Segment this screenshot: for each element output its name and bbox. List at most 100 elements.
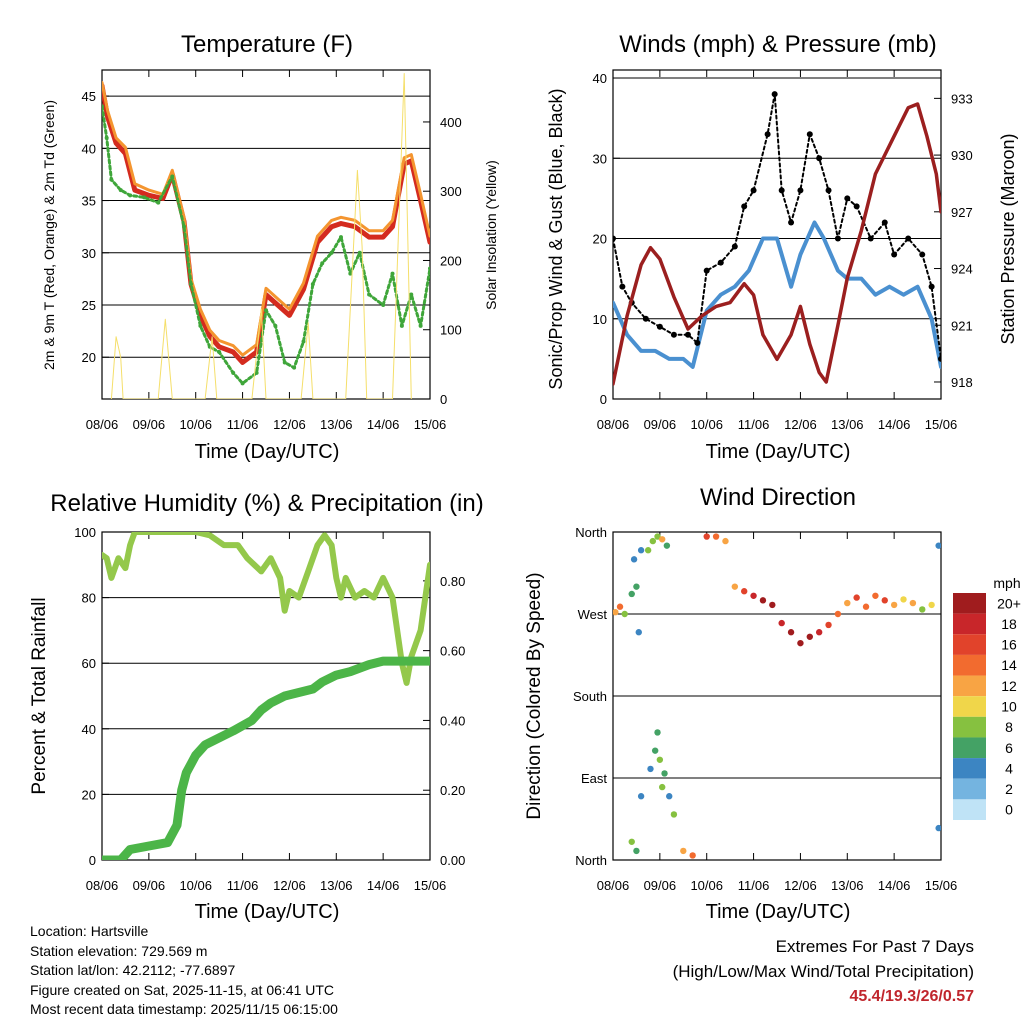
direction-series-group bbox=[613, 533, 941, 859]
direction-xtick-label: 14/06 bbox=[878, 878, 911, 893]
wind-direction-point bbox=[787, 629, 795, 636]
wind-direction-point bbox=[928, 601, 935, 609]
wind-direction-point bbox=[637, 793, 645, 800]
relative-humidity-line bbox=[102, 532, 430, 686]
wind-direction-point bbox=[834, 610, 842, 618]
wind-direction-point bbox=[844, 599, 851, 607]
colorbar-swatch bbox=[953, 716, 986, 738]
station-pressure-line bbox=[613, 102, 941, 386]
humidity-xtick-label: 14/06 bbox=[367, 878, 400, 893]
wind-direction-point bbox=[621, 610, 628, 618]
humidity-ytick-label: 40 bbox=[82, 722, 96, 737]
2m-td-point bbox=[338, 235, 343, 240]
temperature-y2tick-label: 400 bbox=[440, 115, 462, 130]
gust-point bbox=[867, 235, 874, 242]
2m-td-point bbox=[198, 323, 203, 328]
2m-td-point bbox=[189, 282, 194, 287]
wind-direction-point bbox=[825, 621, 832, 629]
direction-xlabel: Time (Day/UTC) bbox=[706, 901, 851, 923]
2m-td-point bbox=[254, 370, 259, 375]
extremes-title: Extremes For Past 7 Days bbox=[775, 937, 974, 956]
winds-xtick-label: 12/06 bbox=[784, 417, 817, 432]
gust-point bbox=[741, 203, 748, 210]
wind-direction-point bbox=[628, 590, 635, 598]
colorbar-label: 12 bbox=[1001, 678, 1017, 694]
extremes-subtitle: (High/Low/Max Wind/Total Precipitation) bbox=[672, 962, 974, 981]
2m-td-point bbox=[240, 381, 245, 386]
winds-series-group bbox=[613, 91, 941, 386]
wind-direction-point bbox=[659, 536, 666, 543]
2m-td-point bbox=[128, 193, 133, 198]
2m-td-point bbox=[367, 292, 372, 297]
colorbar-label: 18 bbox=[1001, 616, 1017, 632]
extremes-values: 45.4/19.3/26/0.57 bbox=[849, 988, 974, 1005]
gust-point bbox=[806, 131, 813, 138]
winds-y2tick-label: 927 bbox=[951, 205, 973, 220]
2m-td-point bbox=[329, 250, 334, 255]
wind-direction-point bbox=[628, 838, 635, 845]
gust-point bbox=[771, 91, 778, 98]
gust-point bbox=[731, 243, 738, 250]
colorbar-label: 20+ bbox=[997, 595, 1021, 611]
wind-direction-point bbox=[656, 756, 664, 763]
wind-direction-point bbox=[778, 619, 785, 627]
wind-direction-point bbox=[741, 588, 748, 595]
wind-direction-point bbox=[680, 847, 687, 855]
wind-direction-point bbox=[630, 556, 638, 563]
temperature-ytick-label: 35 bbox=[82, 194, 96, 209]
2m-td-point bbox=[102, 104, 104, 109]
direction-xtick-label: 11/06 bbox=[738, 878, 770, 893]
gust-point bbox=[938, 355, 941, 362]
temperature-xtick-label: 14/06 bbox=[367, 417, 400, 432]
direction-xtick-label: 08/06 bbox=[597, 878, 630, 893]
gust-point bbox=[834, 235, 841, 242]
colorbar-swatch bbox=[953, 613, 986, 635]
temperature-y2tick-label: 0 bbox=[440, 392, 447, 407]
wind-direction-point bbox=[649, 537, 657, 545]
colorbar-swatch bbox=[953, 737, 986, 759]
humidity-panel-title: Relative Humidity (%) & Precipitation (i… bbox=[50, 490, 483, 517]
winds-ylabel-left: Sonic/Prop Wind & Gust (Blue, Black) bbox=[546, 88, 566, 389]
temperature-y2tick-label: 300 bbox=[440, 184, 462, 199]
2m-t-line bbox=[102, 83, 430, 365]
colorbar-swatch bbox=[953, 675, 986, 697]
wind-direction-point bbox=[853, 594, 860, 601]
direction-xtick-label: 12/06 bbox=[784, 878, 817, 893]
direction-ytick-label: North bbox=[575, 853, 607, 868]
direction-panel-title: Wind Direction bbox=[700, 484, 856, 511]
winds-xtick-label: 14/06 bbox=[878, 417, 911, 432]
sonic-prop-wind-line bbox=[613, 220, 941, 369]
2m-td-point bbox=[357, 250, 362, 255]
winds-ytick-label: 30 bbox=[593, 151, 607, 166]
wind-direction-point bbox=[670, 811, 678, 818]
2m-td-point bbox=[390, 271, 395, 276]
temperature-xtick-label: 13/06 bbox=[320, 417, 353, 432]
wind-direction-point bbox=[613, 608, 619, 616]
gust-point bbox=[881, 219, 888, 226]
gust-point bbox=[764, 131, 771, 138]
direction-xtick-label: 10/06 bbox=[690, 878, 723, 893]
2m-td-point bbox=[118, 188, 123, 193]
2m-td-point bbox=[418, 323, 423, 328]
wind-direction-point bbox=[935, 542, 941, 549]
colorbar-label: 8 bbox=[1005, 719, 1013, 735]
humidity-xtick-label: 08/06 bbox=[86, 878, 119, 893]
winds-xtick-label: 11/06 bbox=[738, 417, 770, 432]
2m-td-point bbox=[320, 261, 325, 266]
wind-direction-point bbox=[712, 533, 720, 540]
2m-td-point bbox=[170, 174, 175, 179]
2m-td-point bbox=[142, 195, 147, 200]
2m-td-point bbox=[409, 292, 414, 297]
2m-td-point bbox=[428, 266, 430, 271]
wind-direction-point bbox=[663, 542, 671, 549]
gust-point bbox=[816, 155, 823, 162]
colorbar-swatch bbox=[953, 634, 986, 655]
wind-direction-point bbox=[647, 765, 654, 773]
2m-td-point bbox=[399, 323, 404, 328]
gust-point bbox=[703, 267, 710, 274]
colorbar-swatch bbox=[953, 799, 986, 820]
humidity-ytick-label: 60 bbox=[82, 656, 96, 671]
humidity-xtick-label: 10/06 bbox=[179, 878, 212, 893]
winds-xtick-label: 10/06 bbox=[690, 417, 723, 432]
